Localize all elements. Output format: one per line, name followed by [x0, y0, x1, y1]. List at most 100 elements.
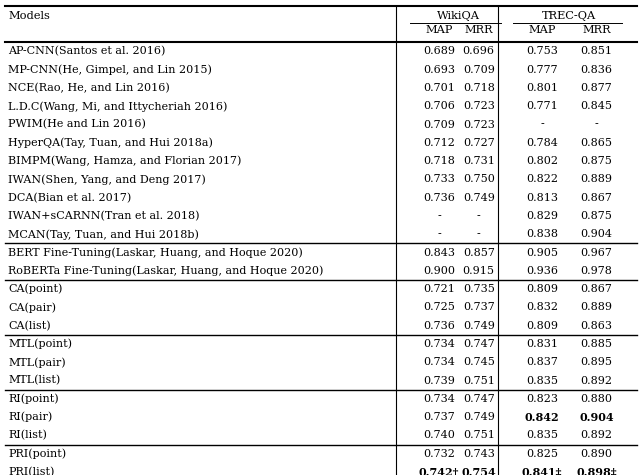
Text: 0.733: 0.733 [423, 174, 455, 184]
Text: 0.696: 0.696 [463, 47, 495, 57]
Text: 0.751: 0.751 [463, 376, 495, 386]
Text: 0.737: 0.737 [423, 412, 455, 422]
Text: 0.863: 0.863 [580, 321, 612, 331]
Text: 0.900: 0.900 [423, 266, 455, 276]
Text: 0.825: 0.825 [526, 449, 558, 459]
Text: 0.734: 0.734 [423, 339, 455, 349]
Text: 0.731: 0.731 [463, 156, 495, 166]
Text: 0.936: 0.936 [526, 266, 558, 276]
Text: 0.832: 0.832 [526, 303, 558, 313]
Text: PRI(point): PRI(point) [8, 448, 67, 459]
Text: L.D.C(Wang, Mi, and Ittycheriah 2016): L.D.C(Wang, Mi, and Ittycheriah 2016) [8, 101, 228, 112]
Text: 0.709: 0.709 [463, 65, 495, 75]
Text: 0.736: 0.736 [423, 193, 455, 203]
Text: MAP: MAP [426, 25, 452, 36]
Text: IWAN+sCARNN(Tran et al. 2018): IWAN+sCARNN(Tran et al. 2018) [8, 211, 200, 221]
Text: -: - [595, 120, 598, 130]
Text: 0.822: 0.822 [526, 174, 558, 184]
Text: 0.831: 0.831 [526, 339, 558, 349]
Text: -: - [540, 120, 544, 130]
Text: 0.718: 0.718 [423, 156, 455, 166]
Text: 0.823: 0.823 [526, 394, 558, 404]
Text: 0.838: 0.838 [526, 229, 558, 239]
Text: 0.754: 0.754 [461, 466, 496, 475]
Text: 0.880: 0.880 [580, 394, 612, 404]
Text: 0.712: 0.712 [423, 138, 455, 148]
Text: 0.809: 0.809 [526, 284, 558, 294]
Text: 0.867: 0.867 [580, 284, 612, 294]
Text: CA(list): CA(list) [8, 321, 51, 331]
Text: 0.967: 0.967 [580, 247, 612, 257]
Text: 0.892: 0.892 [580, 430, 612, 440]
Text: 0.904: 0.904 [579, 412, 614, 423]
Text: DCA(Bian et al. 2017): DCA(Bian et al. 2017) [8, 192, 132, 203]
Text: 0.784: 0.784 [526, 138, 558, 148]
Text: -: - [437, 211, 441, 221]
Text: 0.689: 0.689 [423, 47, 455, 57]
Text: MRR: MRR [582, 25, 611, 36]
Text: 0.851: 0.851 [580, 47, 612, 57]
Text: 0.740: 0.740 [423, 430, 455, 440]
Text: MTL(pair): MTL(pair) [8, 357, 66, 368]
Text: 0.693: 0.693 [423, 65, 455, 75]
Text: 0.750: 0.750 [463, 174, 495, 184]
Text: 0.723: 0.723 [463, 120, 495, 130]
Text: NCE(Rao, He, and Lin 2016): NCE(Rao, He, and Lin 2016) [8, 83, 170, 93]
Text: BERT Fine-Tuning(Laskar, Huang, and Hoque 2020): BERT Fine-Tuning(Laskar, Huang, and Hoqu… [8, 247, 303, 258]
Text: 0.709: 0.709 [423, 120, 455, 130]
Text: 0.857: 0.857 [463, 247, 495, 257]
Text: 0.809: 0.809 [526, 321, 558, 331]
Text: 0.737: 0.737 [463, 303, 495, 313]
Text: 0.867: 0.867 [580, 193, 612, 203]
Text: 0.841‡: 0.841‡ [522, 466, 563, 475]
Text: 0.706: 0.706 [423, 101, 455, 111]
Text: 0.723: 0.723 [463, 101, 495, 111]
Text: MP-CNN(He, Gimpel, and Lin 2015): MP-CNN(He, Gimpel, and Lin 2015) [8, 65, 212, 75]
Text: 0.745: 0.745 [463, 357, 495, 367]
Text: MTL(list): MTL(list) [8, 375, 61, 386]
Text: -: - [477, 211, 481, 221]
Text: IWAN(Shen, Yang, and Deng 2017): IWAN(Shen, Yang, and Deng 2017) [8, 174, 206, 185]
Text: WikiQA: WikiQA [437, 11, 481, 21]
Text: 0.915: 0.915 [463, 266, 495, 276]
Text: 0.898‡: 0.898‡ [576, 466, 617, 475]
Text: 0.749: 0.749 [463, 321, 495, 331]
Text: 0.904: 0.904 [580, 229, 612, 239]
Text: 0.829: 0.829 [526, 211, 558, 221]
Text: MTL(point): MTL(point) [8, 339, 72, 349]
Text: 0.813: 0.813 [526, 193, 558, 203]
Text: 0.747: 0.747 [463, 339, 495, 349]
Text: 0.747: 0.747 [463, 394, 495, 404]
Text: 0.892: 0.892 [580, 376, 612, 386]
Text: 0.877: 0.877 [580, 83, 612, 93]
Text: 0.835: 0.835 [526, 430, 558, 440]
Text: RI(list): RI(list) [8, 430, 47, 441]
Text: 0.802: 0.802 [526, 156, 558, 166]
Text: CA(point): CA(point) [8, 284, 63, 294]
Text: 0.742†: 0.742† [419, 466, 460, 475]
Text: CA(pair): CA(pair) [8, 302, 56, 313]
Text: 0.718: 0.718 [463, 83, 495, 93]
Text: 0.801: 0.801 [526, 83, 558, 93]
Text: 0.875: 0.875 [580, 211, 612, 221]
Text: 0.865: 0.865 [580, 138, 612, 148]
Text: TREC-QA: TREC-QA [542, 11, 596, 21]
Text: 0.978: 0.978 [580, 266, 612, 276]
Text: 0.895: 0.895 [580, 357, 612, 367]
Text: 0.885: 0.885 [580, 339, 612, 349]
Text: RoBERTa Fine-Tuning(Laskar, Huang, and Hoque 2020): RoBERTa Fine-Tuning(Laskar, Huang, and H… [8, 266, 324, 276]
Text: 0.889: 0.889 [580, 174, 612, 184]
Text: 0.889: 0.889 [580, 303, 612, 313]
Text: Models: Models [8, 11, 50, 21]
Text: 0.890: 0.890 [580, 449, 612, 459]
Text: 0.725: 0.725 [423, 303, 455, 313]
Text: 0.735: 0.735 [463, 284, 495, 294]
Text: 0.732: 0.732 [423, 449, 455, 459]
Text: 0.836: 0.836 [580, 65, 612, 75]
Text: 0.835: 0.835 [526, 376, 558, 386]
Text: 0.771: 0.771 [526, 101, 558, 111]
Text: BIMPM(Wang, Hamza, and Florian 2017): BIMPM(Wang, Hamza, and Florian 2017) [8, 156, 242, 166]
Text: 0.837: 0.837 [526, 357, 558, 367]
Text: 0.739: 0.739 [423, 376, 455, 386]
Text: 0.749: 0.749 [463, 412, 495, 422]
